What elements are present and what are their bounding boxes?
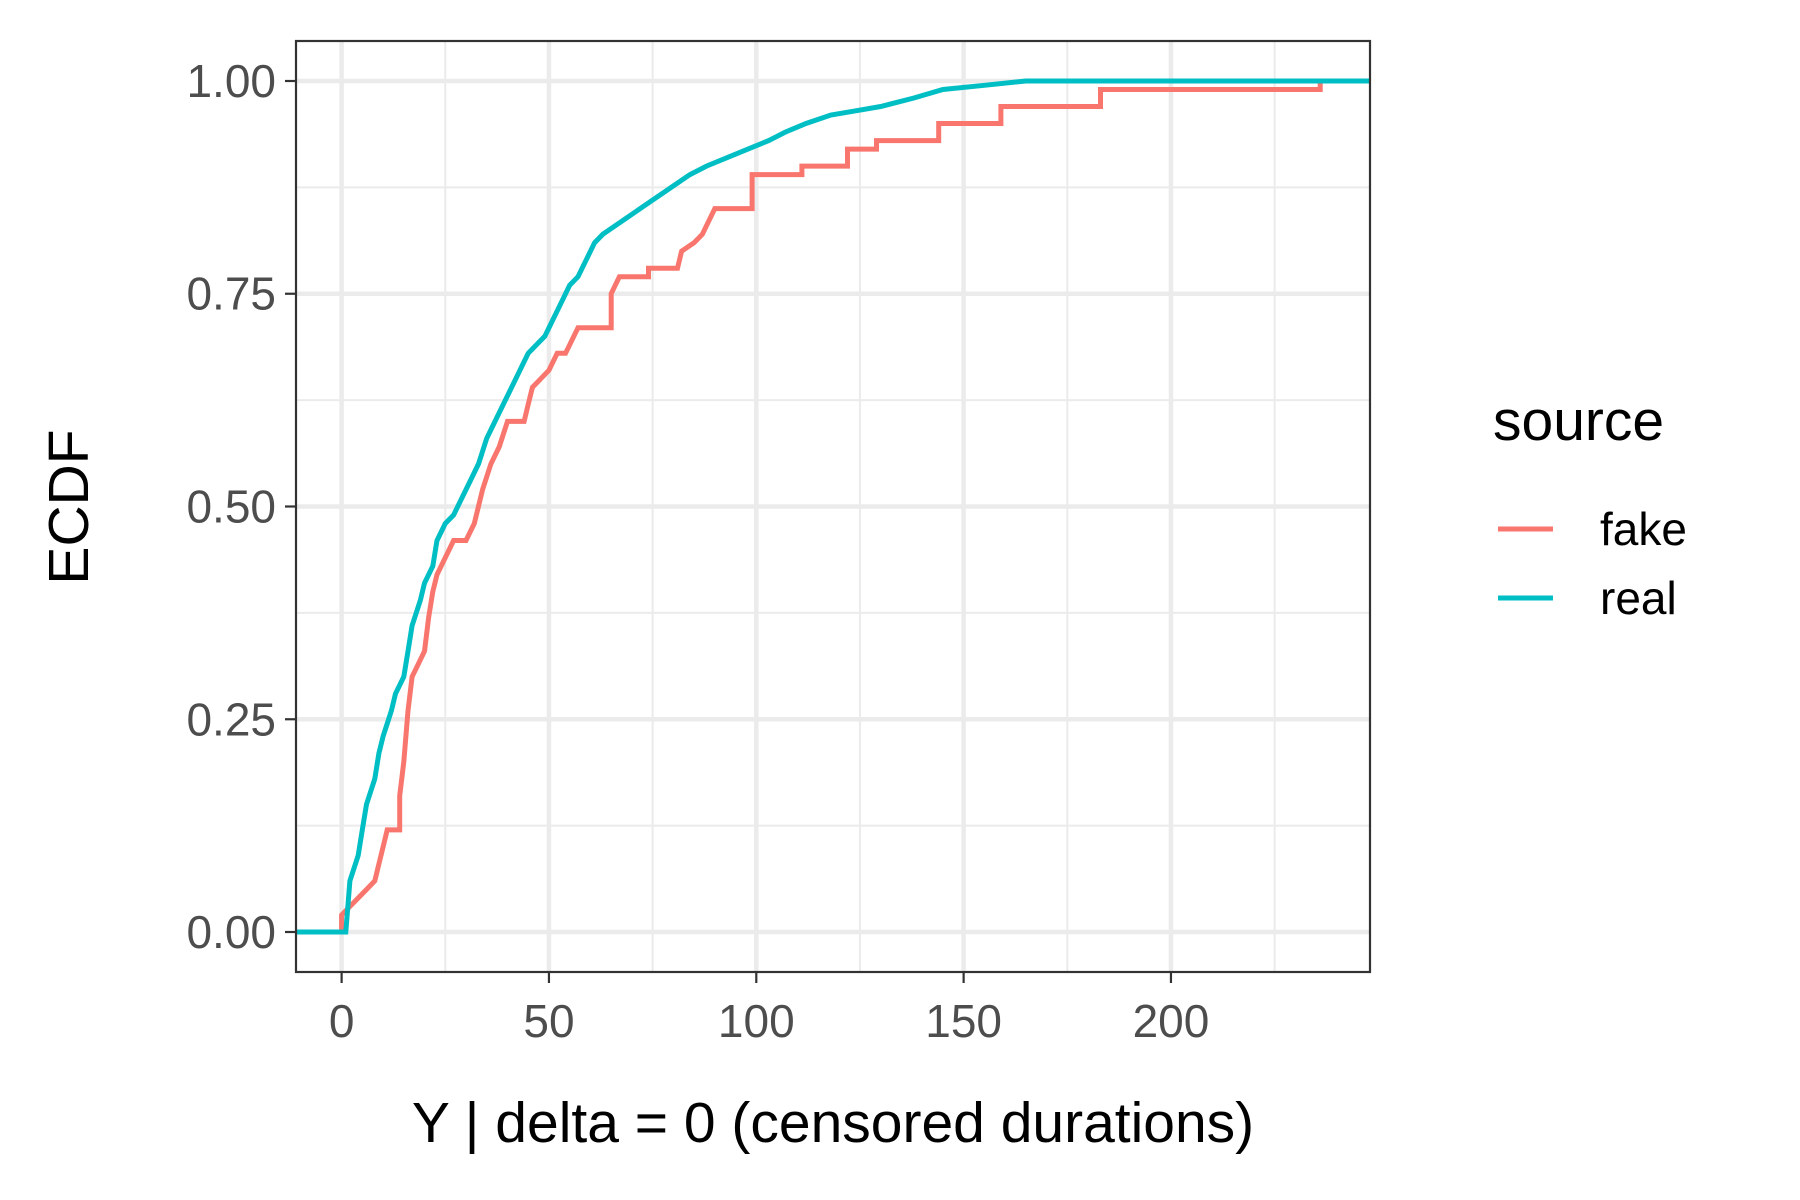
x-tick-label: 50 [523, 995, 574, 1047]
x-axis-ticks: 0 50 100 150 200 [329, 972, 1210, 1047]
series-layer [296, 78, 1370, 935]
x-tick-label: 100 [718, 995, 795, 1047]
legend-title: source [1493, 389, 1664, 453]
x-tick-label: 0 [329, 995, 355, 1047]
y-tick-label: 0.00 [186, 906, 276, 958]
x-tick-label: 150 [925, 995, 1002, 1047]
y-tick-label: 1.00 [186, 55, 276, 107]
x-axis-title: Y | delta = 0 (censored durations) [412, 1091, 1254, 1155]
series-line-fake [296, 81, 1323, 935]
y-tick-label: 0.75 [186, 268, 276, 320]
y-axis-title: ECDF [37, 429, 101, 584]
legend-items: fake real [1498, 503, 1687, 624]
y-axis-ticks: 0.00 0.25 0.50 0.75 1.00 [186, 55, 296, 958]
y-tick-label: 0.50 [186, 481, 276, 533]
legend: source fake real [1493, 389, 1687, 624]
x-tick-label: 200 [1133, 995, 1210, 1047]
series-line-real [296, 78, 1370, 935]
legend-label-fake: fake [1600, 503, 1687, 555]
y-tick-label: 0.25 [186, 693, 276, 745]
legend-label-real: real [1600, 572, 1677, 624]
